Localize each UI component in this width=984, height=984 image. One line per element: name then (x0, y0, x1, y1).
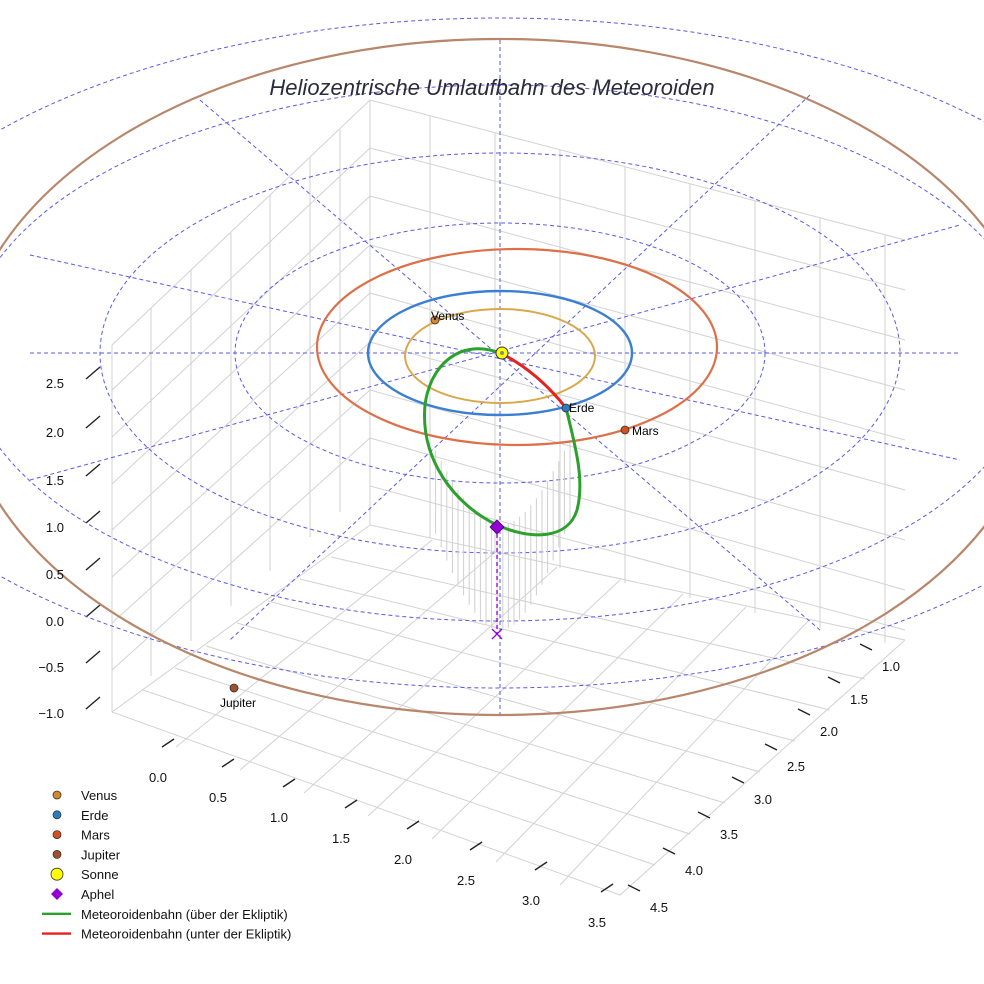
legend-label: Sonne (81, 867, 119, 882)
x-tick-label: 2.0 (394, 852, 412, 867)
legend-item: Erde (52, 808, 108, 823)
z-tick-label: −0.5 (38, 660, 64, 675)
legend-swatch (52, 830, 62, 839)
ecliptic-radial-line (29, 254, 961, 461)
legend-label: Meteoroidenbahn (unter der Ekliptik) (81, 927, 291, 942)
legend-swatch (52, 810, 62, 820)
planet-marker-mars (620, 425, 630, 435)
x-tick-label: 1.5 (332, 831, 350, 846)
planet-label-mars: Mars (632, 424, 659, 438)
y-tick-label: 1.0 (882, 659, 900, 674)
orbit-mars (315, 247, 719, 447)
planet-markers: Venus Erde Mars Jupiter (220, 309, 659, 710)
y-tick-mark (859, 643, 873, 651)
z-tick-label: 1.5 (46, 473, 64, 488)
y-tick-label: 3.0 (754, 792, 772, 807)
x-tick-mark (161, 738, 175, 748)
planet-label-erde: Erde (569, 401, 595, 415)
x-tick-mark (344, 799, 358, 809)
z-tick-mark (85, 604, 101, 618)
sun-center-dot (500, 351, 504, 355)
x-tick-mark (600, 883, 614, 893)
x-tick-label: 0.0 (149, 770, 167, 785)
legend-item: Meteoroidenbahn (über der Ekliptik) (42, 907, 288, 922)
y-tick-mark (731, 776, 745, 784)
y-tick-label: 4.0 (685, 863, 703, 878)
z-tick-label: −1.0 (38, 706, 64, 721)
legend-item: Aphel (51, 887, 114, 902)
legend-label: Venus (81, 788, 118, 803)
x-tick-mark (469, 841, 483, 851)
legend-item: Venus (52, 788, 118, 803)
drop-lines (429, 440, 571, 630)
y-tick-mark (697, 811, 711, 819)
x-tick-mark (406, 820, 420, 830)
y-tick-label: 3.5 (720, 827, 738, 842)
legend-item: Meteoroidenbahn (unter der Ekliptik) (42, 927, 291, 942)
x-tick-label: 3.5 (588, 915, 606, 930)
x-tick-label: 3.0 (522, 893, 540, 908)
x-tick-mark (534, 861, 548, 871)
y-tick-label: 1.5 (850, 692, 868, 707)
z-tick-mark (85, 510, 101, 524)
legend-item: Mars (52, 828, 110, 843)
legend-label: Jupiter (81, 847, 121, 862)
meteoroid-orbit-above (423, 347, 582, 537)
planet-label-jupiter: Jupiter (220, 696, 256, 710)
y-tick-label: 2.5 (787, 759, 805, 774)
legend-label: Mars (81, 828, 110, 843)
tick-marks (85, 366, 873, 893)
chart-title: Heliozentrische Umlaufbahn des Meteoroid… (269, 75, 714, 100)
z-tick-label: 0.5 (46, 567, 64, 582)
planet-marker-erde (561, 403, 571, 413)
aphel-projection-marker (491, 628, 503, 640)
z-tick-label: 2.5 (46, 376, 64, 391)
z-tick-mark (85, 463, 101, 477)
legend-label: Meteoroidenbahn (über der Ekliptik) (81, 907, 288, 922)
y-tick-mark (662, 847, 676, 855)
tick-labels: 2.5 2.0 1.5 1.0 0.5 0.0 −0.5 −1.0 0.0 0.5 1.0 1.5 2.… (38, 376, 900, 930)
planet-label-venus: Venus (431, 309, 464, 323)
legend-item: Jupiter (52, 847, 121, 862)
z-tick-label: 0.0 (46, 614, 64, 629)
x-tick-label: 1.0 (270, 810, 288, 825)
y-tick-mark (797, 708, 811, 716)
orbit-jupiter (0, 38, 984, 716)
legend-swatch (51, 888, 63, 900)
z-tick-label: 2.0 (46, 425, 64, 440)
z-tick-mark (85, 557, 101, 571)
z-tick-mark (85, 696, 101, 710)
meteoroid-orbit-below (499, 351, 568, 409)
legend: Venus Erde Mars Jupiter Sonne Aphel Meteoroide… (42, 788, 291, 942)
orbit-venus (404, 308, 596, 404)
orbit-erde (366, 289, 634, 417)
ecliptic-radial-line (199, 99, 821, 631)
planet-marker-jupiter (229, 683, 239, 693)
y-tick-mark (764, 743, 778, 751)
x-tick-label: 2.5 (457, 873, 475, 888)
planet-marker-venus (430, 315, 440, 325)
x-tick-mark (221, 758, 235, 768)
z-tick-mark (85, 366, 101, 380)
aphel-marker (489, 519, 505, 535)
y-tick-label: 4.5 (650, 900, 668, 915)
z-tick-mark (85, 650, 101, 664)
y-tick-mark (827, 676, 841, 684)
legend-label: Aphel (81, 887, 114, 902)
x-tick-label: 0.5 (209, 790, 227, 805)
y-tick-mark (627, 884, 641, 892)
legend-label: Erde (81, 808, 108, 823)
legend-swatch (52, 850, 62, 859)
y-tick-label: 2.0 (820, 724, 838, 739)
z-tick-mark (85, 415, 101, 429)
legend-swatch (52, 790, 62, 800)
axes-box-grid (111, 99, 906, 896)
x-tick-mark (282, 778, 296, 788)
legend-swatch (50, 867, 64, 881)
legend-item: Sonne (50, 867, 119, 882)
z-tick-label: 1.0 (46, 520, 64, 535)
